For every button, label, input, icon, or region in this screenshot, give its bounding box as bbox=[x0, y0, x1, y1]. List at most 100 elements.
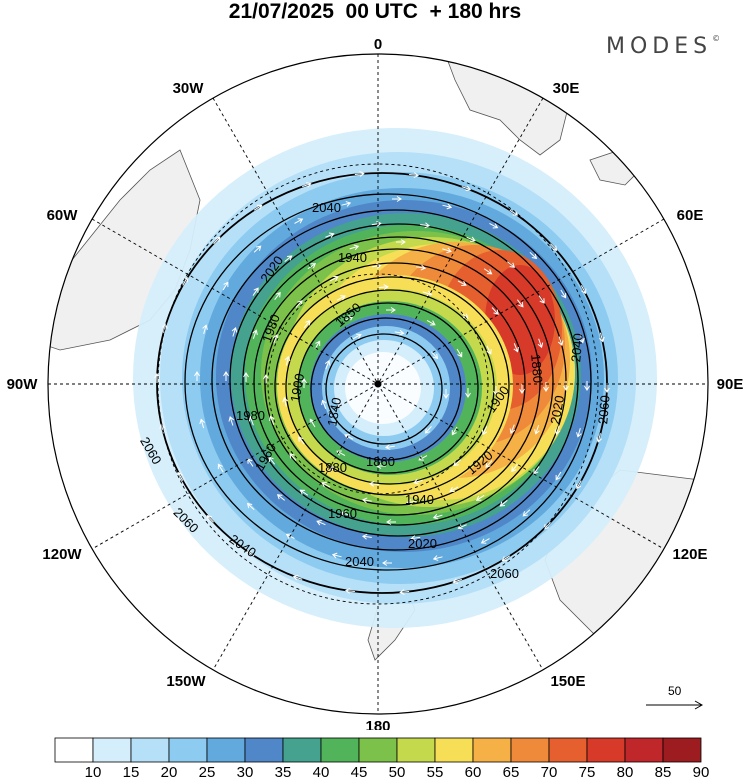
wind-vector-arrow bbox=[246, 502, 255, 511]
wind-vector-arrow bbox=[466, 236, 476, 243]
wind-vector-arrow bbox=[394, 329, 405, 336]
wind-vector-arrow bbox=[451, 426, 458, 436]
wind-vector-arrow bbox=[299, 489, 309, 496]
wind-vector-arrow bbox=[584, 381, 590, 391]
lon-label-30w: 30W bbox=[173, 80, 205, 97]
wind-vector-arrow bbox=[550, 243, 558, 251]
wind-vector-arrow bbox=[509, 209, 519, 216]
wind-vector-arrow bbox=[442, 247, 452, 254]
lon-label-120e: 120E bbox=[672, 546, 707, 563]
contour-label: 2040 bbox=[312, 200, 341, 215]
wind-vector-arrow bbox=[554, 425, 561, 435]
brand-mark: © bbox=[712, 34, 721, 43]
wind-vector-arrow bbox=[231, 327, 238, 337]
wind-vector-arrow bbox=[580, 285, 587, 295]
wind-vector-arrow bbox=[325, 232, 335, 238]
contour-2020 bbox=[211, 209, 579, 551]
wind-vector-arrow bbox=[253, 204, 263, 211]
wind-vector-arrow bbox=[289, 453, 297, 461]
wind-vector-arrow bbox=[396, 239, 406, 245]
longitude-labels: 0 30E 60E 90E 120E 150E 180 150W 120W 90… bbox=[7, 36, 744, 730]
wind-vector-arrow bbox=[509, 424, 516, 434]
map-border bbox=[47, 53, 709, 715]
wind-vector-arrow bbox=[252, 329, 258, 339]
wind-vector-arrow bbox=[443, 389, 449, 399]
wind-vector-arrow bbox=[483, 268, 493, 275]
wind-vector-arrow bbox=[491, 307, 499, 315]
wind-vector-arrow bbox=[416, 264, 427, 271]
wind-vector-arrow bbox=[442, 203, 453, 210]
wind-vector-arrow bbox=[596, 433, 602, 443]
wind-vector-arrow bbox=[431, 351, 439, 360]
contour-1840 bbox=[325, 333, 443, 445]
wind-vector-arrow bbox=[154, 373, 160, 383]
wind-vector-arrow bbox=[409, 172, 420, 179]
wind-vector-arrow bbox=[426, 320, 436, 326]
colorbar-tick-label: 55 bbox=[426, 764, 444, 781]
wind-vector-arrow bbox=[529, 251, 538, 260]
wind-vector-arrow bbox=[298, 436, 305, 445]
contour-1860 bbox=[310, 317, 462, 461]
wind-vector-arrow bbox=[384, 444, 395, 450]
wind-vector-arrow bbox=[361, 533, 372, 540]
wind-vector-arrow bbox=[294, 218, 304, 224]
wind-vector-arrow bbox=[578, 333, 585, 344]
wind-vector-arrow bbox=[301, 378, 307, 388]
wind-vector-arrow bbox=[303, 319, 311, 329]
wind-vector-arrow bbox=[324, 359, 331, 370]
wind-vector-arrow bbox=[302, 182, 312, 188]
wind-vector-arrow bbox=[194, 371, 200, 381]
wind-vector-arrow bbox=[295, 300, 303, 308]
wind-vector-arrow bbox=[309, 418, 316, 428]
contour-label: 2060 bbox=[595, 395, 612, 425]
wind-vector-arrow bbox=[307, 263, 317, 270]
colorbar-tick-label: 20 bbox=[160, 764, 178, 781]
contour-label: 2020 bbox=[408, 536, 437, 551]
wind-vector-arrow bbox=[199, 418, 206, 429]
wind-vector-arrow bbox=[268, 456, 276, 465]
wind-vector-arrow bbox=[560, 289, 567, 299]
wind-vector-arrow bbox=[263, 374, 269, 384]
colorbar-tick-label: 35 bbox=[274, 764, 292, 781]
lon-label-30e: 30E bbox=[553, 80, 580, 97]
wind-vector-arrow bbox=[354, 171, 365, 177]
reference-vector-arrow bbox=[646, 700, 704, 710]
contour-label: 2040 bbox=[568, 333, 585, 363]
contour-label: 2040 bbox=[345, 554, 374, 569]
contour-2000 bbox=[229, 223, 567, 537]
wind-vector-arrow bbox=[248, 415, 255, 426]
colorbar-swatch bbox=[586, 737, 626, 763]
contour-label: 1940 bbox=[405, 492, 434, 507]
wind-vector-arrow bbox=[475, 494, 485, 501]
height-contours bbox=[156, 172, 608, 594]
wind-vector-arrow bbox=[340, 510, 350, 517]
wind-vector-arrow bbox=[424, 425, 432, 434]
reference-vector: 50 bbox=[644, 684, 704, 714]
colorbar-swatch bbox=[358, 737, 398, 763]
wind-vector-arrow bbox=[369, 481, 379, 487]
wind-vector-arrow bbox=[406, 499, 417, 505]
wind-vector-arrow bbox=[276, 494, 285, 501]
wind-vector-arrow bbox=[382, 560, 392, 566]
wind-vector-arrow bbox=[522, 509, 531, 517]
wind-vector-arrow bbox=[456, 348, 463, 358]
colorbar-swatch bbox=[320, 737, 360, 763]
wind-vector-arrow bbox=[331, 552, 342, 559]
wind-vector-arrow bbox=[206, 515, 214, 523]
lon-label-90w: 90W bbox=[7, 376, 39, 393]
colorbar-swatch bbox=[282, 737, 322, 763]
wind-vector-arrow bbox=[344, 315, 354, 321]
colorbar-tick-label: 85 bbox=[654, 764, 672, 781]
contour-label: 2020 bbox=[547, 394, 567, 425]
wind-vector-arrow bbox=[223, 371, 229, 381]
contour-label: 1980 bbox=[236, 408, 265, 423]
contour-label: 1840 bbox=[324, 396, 344, 427]
wind-vector-arrow bbox=[563, 381, 569, 391]
wind-vector-arrow bbox=[576, 427, 582, 438]
contour-label: 1860 bbox=[366, 454, 395, 469]
wind-vector-arrow bbox=[162, 323, 168, 333]
colorbar-tick-label: 10 bbox=[84, 764, 102, 781]
colorbar-tick-label: 75 bbox=[578, 764, 596, 781]
wind-vector-arrow bbox=[243, 372, 249, 382]
colorbar-tick-label: 30 bbox=[236, 764, 254, 781]
